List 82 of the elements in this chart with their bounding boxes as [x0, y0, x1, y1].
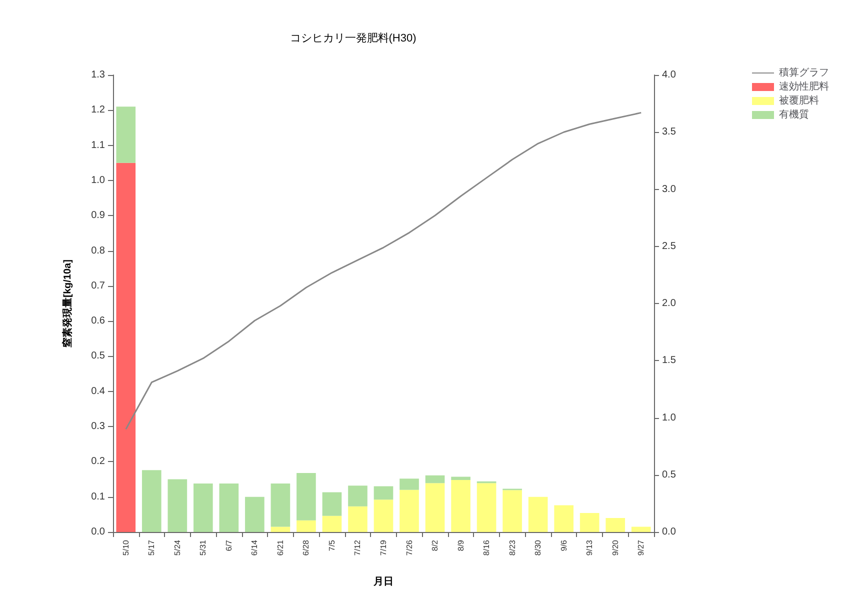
y-tick-label: 1.3 [91, 70, 106, 80]
x-tick-label: 8/2 [430, 539, 440, 552]
bar [116, 106, 136, 163]
bar [400, 490, 419, 532]
x-tick-label: 5/31 [198, 539, 208, 556]
y-tick-label: 0.6 [91, 316, 106, 327]
y-tick-label: 0.9 [91, 210, 106, 222]
y-tick-label: 0.1 [91, 491, 106, 502]
bar [451, 476, 470, 480]
bar [580, 513, 600, 532]
bar [631, 526, 651, 532]
legend-label: 速効性肥料 [779, 80, 829, 92]
bar [451, 480, 470, 532]
bar [270, 526, 290, 532]
x-tick-label: 7/12 [353, 539, 362, 556]
x-tick-label: 6/28 [302, 539, 311, 556]
y-tick-label: 0.2 [91, 456, 106, 468]
y-tick-label: 1.1 [91, 140, 106, 151]
y2-tick-label: 3.0 [662, 184, 676, 195]
legend-label: 被覆肥料 [779, 94, 819, 106]
x-tick-label: 8/16 [482, 539, 492, 556]
line-series [125, 112, 642, 430]
bar [296, 520, 316, 532]
x-tick-label: 5/10 [121, 539, 130, 556]
y2-tick-label: 4.0 [662, 70, 676, 80]
bar [374, 500, 394, 532]
bar [554, 505, 574, 532]
bar [296, 472, 316, 520]
y-tick-label: 0.4 [91, 386, 106, 397]
bar [348, 486, 368, 506]
chart-title: コシヒカリ一発肥料(H30) [290, 32, 416, 44]
y2-tick-label: 1.5 [662, 355, 676, 366]
y-axis-title: 窒素発現量[kg/10a] [62, 260, 74, 348]
x-tick-label: 7/26 [404, 539, 414, 556]
legend-label: 積算グラフ [779, 66, 829, 78]
y2-tick-label: 3.5 [662, 126, 676, 138]
y2-tick-label: 0.5 [662, 469, 676, 480]
y2-tick-label: 1.0 [662, 412, 676, 424]
bar [245, 496, 264, 532]
x-tick-label: 9/27 [636, 539, 646, 556]
x-tick-label: 6/14 [250, 539, 260, 556]
bar [606, 518, 626, 532]
bar [348, 506, 368, 532]
x-tick-label: 6/21 [276, 539, 285, 556]
bar [322, 492, 342, 516]
bar [374, 486, 394, 500]
bar [322, 516, 342, 532]
bar [270, 483, 290, 527]
x-tick-label: 8/30 [534, 539, 543, 556]
y-tick-label: 1.2 [91, 104, 106, 116]
bar [142, 470, 162, 532]
bar [476, 483, 496, 532]
x-tick-label: 9/13 [585, 539, 594, 556]
y-tick-label: 0.0 [91, 526, 106, 538]
x-tick-label: 9/20 [610, 539, 620, 556]
x-tick-label: 9/6 [559, 539, 568, 552]
bar [425, 475, 445, 484]
bar [400, 478, 419, 490]
x-tick-label: 8/23 [508, 539, 517, 556]
y-tick-label: 0.3 [91, 421, 106, 432]
bar [425, 483, 445, 532]
y2-tick-label: 2.5 [662, 240, 676, 252]
x-tick-label: 5/17 [147, 539, 156, 556]
x-tick-label: 6/7 [224, 539, 234, 552]
y-tick-label: 0.5 [91, 350, 106, 362]
x-tick-label: 5/24 [172, 539, 182, 556]
x-tick-label: 7/5 [327, 539, 336, 552]
bar [528, 496, 548, 532]
y2-tick-label: 0.0 [662, 526, 676, 538]
x-axis-title: 月日 [372, 576, 394, 588]
x-tick-label: 7/19 [379, 539, 388, 556]
y-tick-label: 0.7 [91, 280, 106, 292]
bar [219, 483, 239, 532]
bar [502, 490, 522, 532]
legend-label: 有機質 [779, 108, 809, 120]
bar [168, 479, 188, 532]
bar [194, 483, 213, 532]
y-tick-label: 0.8 [91, 245, 106, 256]
bar [116, 162, 136, 532]
x-tick-label: 8/9 [456, 539, 466, 552]
y-tick-label: 1.0 [91, 174, 106, 186]
y2-tick-label: 2.0 [662, 298, 676, 309]
